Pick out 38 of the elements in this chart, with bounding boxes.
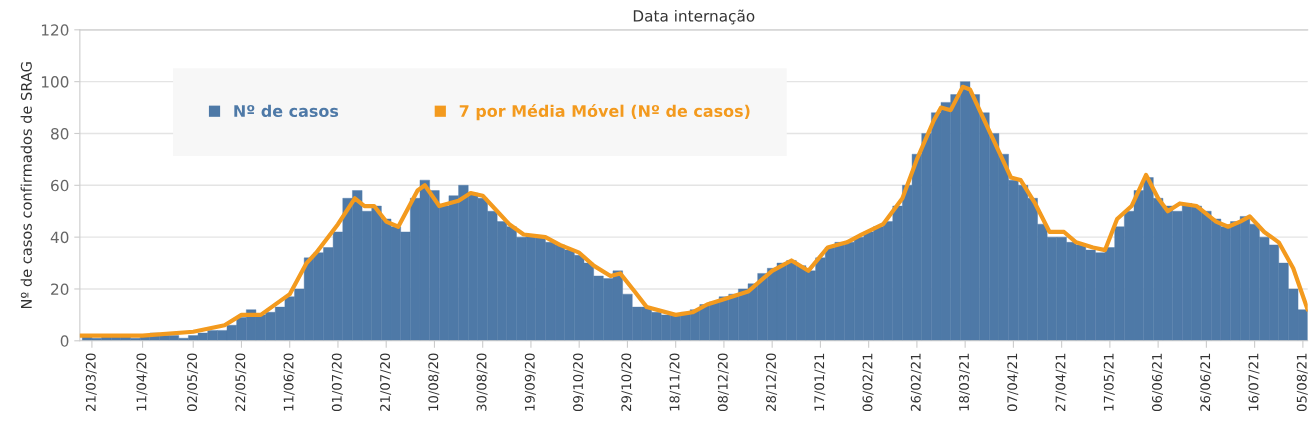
x-tick-label: 10/08/20 [428, 353, 440, 411]
x-tick-label: 11/04/20 [136, 353, 148, 411]
y-tick-label: 40 [50, 231, 69, 244]
x-tick-label: 21/03/20 [85, 353, 97, 411]
x-tick-label: 06/06/21 [1151, 353, 1163, 411]
x-tick-label: 18/11/20 [669, 353, 681, 411]
x-tick-label: 28/12/20 [766, 353, 778, 411]
y-tick-label: 80 [51, 127, 69, 140]
x-tick-label: 21/07/20 [380, 353, 392, 411]
legend-label: 7 por Média Móvel (Nº de casos) [459, 104, 750, 121]
x-tick-label: 29/10/20 [621, 353, 633, 411]
chart-title: Data internação [633, 9, 755, 25]
x-tick-label: 09/10/20 [573, 353, 585, 411]
y-tick-label: 100 [41, 76, 69, 88]
x-tick-label: 26/06/21 [1200, 353, 1212, 411]
legend-label: Nº de casos [234, 104, 339, 118]
y-tick-label: 60 [51, 179, 69, 192]
y-tick-label: 0 [60, 335, 69, 347]
line-series [79, 84, 1308, 338]
x-tick-label: 08/12/20 [717, 353, 729, 411]
x-tick-label: 05/08/21 [1296, 353, 1308, 411]
x-tick-label: 17/05/21 [1103, 353, 1115, 411]
x-tick-label: 19/09/20 [524, 353, 536, 411]
y-tick-label: 120 [41, 24, 69, 36]
x-tick-label: 11/06/20 [283, 353, 295, 411]
x-tick-label: 30/08/20 [476, 353, 488, 411]
x-tick-label: 01/07/20 [331, 353, 343, 411]
x-tick-label: 16/07/21 [1248, 353, 1260, 411]
x-tick-label: 06/02/21 [862, 353, 874, 411]
y-axis-title: Nº de casos confirmados de SRAG [20, 62, 32, 309]
x-tick-label: 22/05/20 [235, 353, 247, 411]
y-tick-label: 20 [51, 283, 69, 295]
x-tick-label: 26/02/21 [910, 353, 922, 411]
x-tick-label: 02/05/20 [187, 353, 199, 411]
x-tick-label: 07/04/21 [1007, 353, 1019, 411]
x-tick-label: 27/04/21 [1055, 353, 1067, 411]
x-tick-label: 18/03/21 [959, 353, 971, 411]
x-tick-label: 17/01/21 [814, 353, 826, 411]
